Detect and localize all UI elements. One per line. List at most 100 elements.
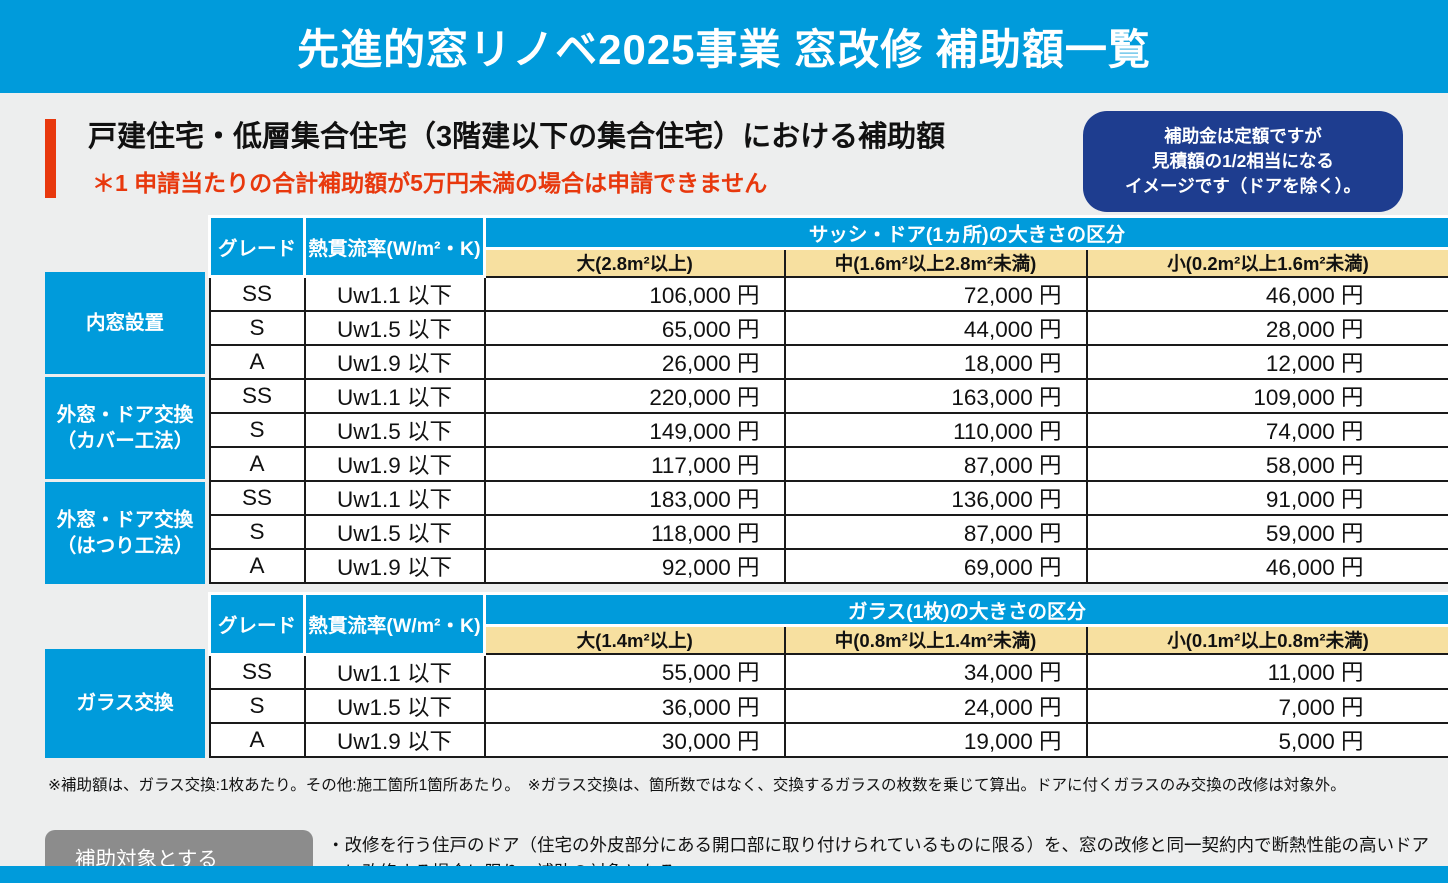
u-value-column-header: 熱貫流率(W/m²・K) bbox=[303, 214, 486, 279]
value-cell-small: 91,000 円 bbox=[1085, 480, 1448, 517]
u-value-cell: Uw1.5 以下 bbox=[303, 412, 486, 449]
u-value-cell: Uw1.9 以下 bbox=[303, 721, 486, 758]
value-cell-medium: 44,000 円 bbox=[783, 310, 1088, 347]
row-group-label-glass: ガラス交換 bbox=[45, 649, 205, 758]
value-cell-medium: 136,000 円 bbox=[783, 480, 1088, 517]
page-title: 先進的窓リノベ2025事業 窓改修 補助額一覧 bbox=[297, 26, 1151, 73]
grade-cell: SS bbox=[208, 653, 306, 690]
grade-cell: A bbox=[208, 344, 306, 381]
value-cell-small: 46,000 円 bbox=[1085, 275, 1448, 313]
grade-column-header: グレード bbox=[208, 214, 306, 279]
value-cell-small: 109,000 円 bbox=[1085, 378, 1448, 415]
door-renovation-section: 補助対象とする ドアの改修工事について ・改修を行う住戸のドア（住宅の外皮部分に… bbox=[45, 829, 1438, 883]
table-row: SS Uw1.1 以下 106,000 円 72,000 円 46,000 円 bbox=[208, 275, 1448, 313]
value-cell-large: 106,000 円 bbox=[483, 275, 786, 313]
value-cell-small: 59,000 円 bbox=[1085, 514, 1448, 551]
glass-table-block: ガラス交換 グレード 熱貫流率(W/m²・K) ガラス(1枚)の大きさの区分 大… bbox=[45, 592, 1448, 758]
value-cell-medium: 72,000 円 bbox=[783, 275, 1088, 313]
grade-cell: S bbox=[208, 514, 306, 551]
value-cell-medium: 87,000 円 bbox=[783, 446, 1088, 483]
grade-column-header: グレード bbox=[208, 592, 306, 656]
value-cell-medium: 34,000 円 bbox=[783, 653, 1088, 690]
value-cell-medium: 24,000 円 bbox=[783, 687, 1088, 724]
table-row: SS Uw1.1 以下 220,000 円 163,000 円 109,000 … bbox=[208, 378, 1448, 415]
red-accent-bar bbox=[45, 119, 56, 198]
sash-row-group-labels: 内窓設置 外窓・ドア交換 （カバー工法） 外窓・ドア交換 （はつり工法） bbox=[45, 271, 205, 585]
grade-cell: A bbox=[208, 721, 306, 758]
bottom-accent-bar bbox=[0, 866, 1448, 883]
table-row: A Uw1.9 以下 117,000 円 87,000 円 58,000 円 bbox=[208, 446, 1448, 483]
size-header-medium: 中(0.8m²以上1.4m²未満) bbox=[783, 624, 1088, 656]
value-cell-small: 5,000 円 bbox=[1085, 721, 1448, 758]
row-group-label-cover-method: 外窓・ドア交換 （カバー工法） bbox=[45, 376, 205, 480]
table-row: S Uw1.5 以下 36,000 円 24,000 円 7,000 円 bbox=[208, 687, 1448, 724]
value-cell-medium: 19,000 円 bbox=[783, 721, 1088, 758]
u-value-cell: Uw1.9 以下 bbox=[303, 548, 486, 585]
row-group-label-hatsuri-method: 外窓・ドア交換 （はつり工法） bbox=[45, 482, 205, 585]
section-header-text: 戸建住宅・低層集合住宅（3階建以下の集合住宅）における補助額 ＊1 申請当たりの… bbox=[88, 119, 945, 198]
table-row: S Uw1.5 以下 65,000 円 44,000 円 28,000 円 bbox=[208, 310, 1448, 347]
value-cell-medium: 69,000 円 bbox=[783, 548, 1088, 585]
grade-cell: A bbox=[208, 446, 306, 483]
row-group-label-inner-window: 内窓設置 bbox=[45, 271, 205, 374]
value-cell-small: 46,000 円 bbox=[1085, 548, 1448, 585]
value-cell-large: 118,000 円 bbox=[483, 514, 786, 551]
grade-cell: S bbox=[208, 412, 306, 449]
table-row: A Uw1.9 以下 30,000 円 19,000 円 5,000 円 bbox=[208, 721, 1448, 758]
value-cell-large: 65,000 円 bbox=[483, 310, 786, 347]
value-cell-small: 58,000 円 bbox=[1085, 446, 1448, 483]
size-header-small: 小(0.2m²以上1.6m²未満) bbox=[1085, 247, 1448, 278]
value-cell-large: 92,000 円 bbox=[483, 548, 786, 585]
grade-cell: A bbox=[208, 548, 306, 585]
grade-cell: SS bbox=[208, 275, 306, 313]
u-value-cell: Uw1.9 以下 bbox=[303, 446, 486, 483]
value-cell-medium: 110,000 円 bbox=[783, 412, 1088, 449]
value-cell-small: 11,000 円 bbox=[1085, 653, 1448, 690]
size-header-medium: 中(1.6m²以上2.8m²未満) bbox=[783, 247, 1088, 278]
u-value-cell: Uw1.1 以下 bbox=[303, 480, 486, 517]
value-cell-large: 36,000 円 bbox=[483, 687, 786, 724]
title-bar: 先進的窓リノベ2025事業 窓改修 補助額一覧 bbox=[0, 0, 1448, 93]
u-value-cell: Uw1.5 以下 bbox=[303, 514, 486, 551]
u-value-cell: Uw1.5 以下 bbox=[303, 310, 486, 347]
value-cell-small: 12,000 円 bbox=[1085, 344, 1448, 381]
value-cell-large: 149,000 円 bbox=[483, 412, 786, 449]
grade-cell: S bbox=[208, 687, 306, 724]
grade-cell: SS bbox=[208, 480, 306, 517]
value-cell-medium: 163,000 円 bbox=[783, 378, 1088, 415]
section-heading: 戸建住宅・低層集合住宅（3階建以下の集合住宅）における補助額 bbox=[88, 121, 946, 153]
value-cell-large: 26,000 円 bbox=[483, 344, 786, 381]
table-row: SS Uw1.1 以下 55,000 円 34,000 円 11,000 円 bbox=[208, 653, 1448, 690]
value-cell-small: 28,000 円 bbox=[1085, 310, 1448, 347]
u-value-cell: Uw1.5 以下 bbox=[303, 687, 486, 724]
size-header-small: 小(0.1m²以上0.8m²未満) bbox=[1085, 624, 1448, 656]
value-cell-large: 220,000 円 bbox=[483, 378, 786, 415]
sash-table-block: 内窓設置 外窓・ドア交換 （カバー工法） 外窓・ドア交換 （はつり工法） グレー… bbox=[45, 214, 1448, 585]
glass-subsidy-table: グレード 熱貫流率(W/m²・K) ガラス(1枚)の大きさの区分 大(1.4m²… bbox=[208, 592, 1448, 758]
sash-size-span-header: サッシ・ドア(1ヵ所)の大きさの区分 bbox=[483, 214, 1448, 250]
u-value-column-header: 熱貫流率(W/m²・K) bbox=[303, 592, 486, 656]
u-value-cell: Uw1.9 以下 bbox=[303, 344, 486, 381]
table-row: A Uw1.9 以下 92,000 円 69,000 円 46,000 円 bbox=[208, 548, 1448, 585]
value-cell-medium: 18,000 円 bbox=[783, 344, 1088, 381]
table-row: A Uw1.9 以下 26,000 円 18,000 円 12,000 円 bbox=[208, 344, 1448, 381]
value-cell-large: 183,000 円 bbox=[483, 480, 786, 517]
value-cell-small: 7,000 円 bbox=[1085, 687, 1448, 724]
size-header-large: 大(2.8m²以上) bbox=[483, 247, 786, 278]
value-cell-large: 55,000 円 bbox=[483, 653, 786, 690]
value-cell-small: 74,000 円 bbox=[1085, 412, 1448, 449]
subsidy-callout-box: 補助金は定額ですが 見積額の1/2相当になる イメージです（ドアを除く）。 bbox=[1083, 111, 1403, 212]
application-note: ＊1 申請当たりの合計補助額が5万円未満の場合は申請できません bbox=[92, 169, 768, 196]
grade-cell: S bbox=[208, 310, 306, 347]
value-cell-large: 117,000 円 bbox=[483, 446, 786, 483]
value-cell-medium: 87,000 円 bbox=[783, 514, 1088, 551]
sash-subsidy-table: グレード 熱貫流率(W/m²・K) サッシ・ドア(1ヵ所)の大きさの区分 大(2… bbox=[208, 214, 1448, 585]
table-row: S Uw1.5 以下 149,000 円 110,000 円 74,000 円 bbox=[208, 412, 1448, 449]
table-footnote: ※補助額は、ガラス交換:1枚あたり。その他:施工箇所1箇所あたり。 ※ガラス交換… bbox=[48, 776, 1346, 794]
glass-row-group-labels: ガラス交換 bbox=[45, 649, 205, 758]
u-value-cell: Uw1.1 以下 bbox=[303, 378, 486, 415]
u-value-cell: Uw1.1 以下 bbox=[303, 275, 486, 313]
size-header-large: 大(1.4m²以上) bbox=[483, 624, 786, 656]
u-value-cell: Uw1.1 以下 bbox=[303, 653, 486, 690]
